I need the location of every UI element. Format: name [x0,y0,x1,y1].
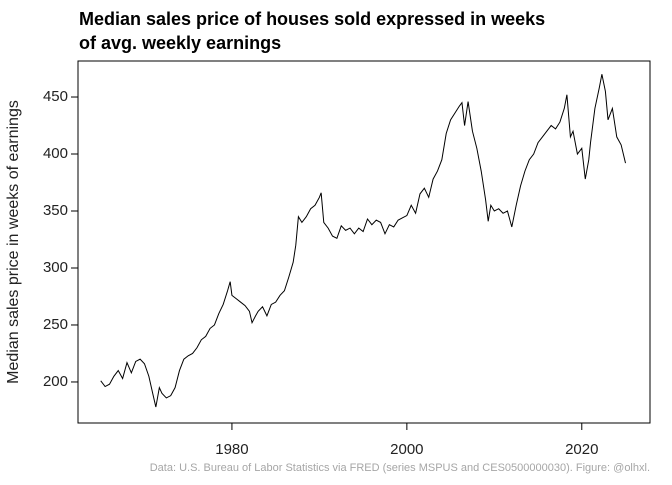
data-line [100,74,626,408]
y-axis-label: Median sales price in weeks of earnings [5,100,22,384]
y-tick-label: 450 [43,88,68,105]
y-tick-label: 300 [43,259,68,276]
x-tick-label: 2000 [390,441,423,458]
chart-title: of avg. weekly earnings [79,33,281,53]
x-tick-label: 2020 [565,441,598,458]
caption: Data: U.S. Bureau of Labor Statistics vi… [150,462,650,474]
plot-frame [77,60,651,424]
y-tick-label: 200 [43,373,68,390]
y-tick-label: 400 [43,145,68,162]
y-tick-label: 250 [43,316,68,333]
chart-title: Median sales price of houses sold expres… [79,9,545,29]
x-tick-label: 1980 [215,441,248,458]
y-tick-label: 350 [43,202,68,219]
